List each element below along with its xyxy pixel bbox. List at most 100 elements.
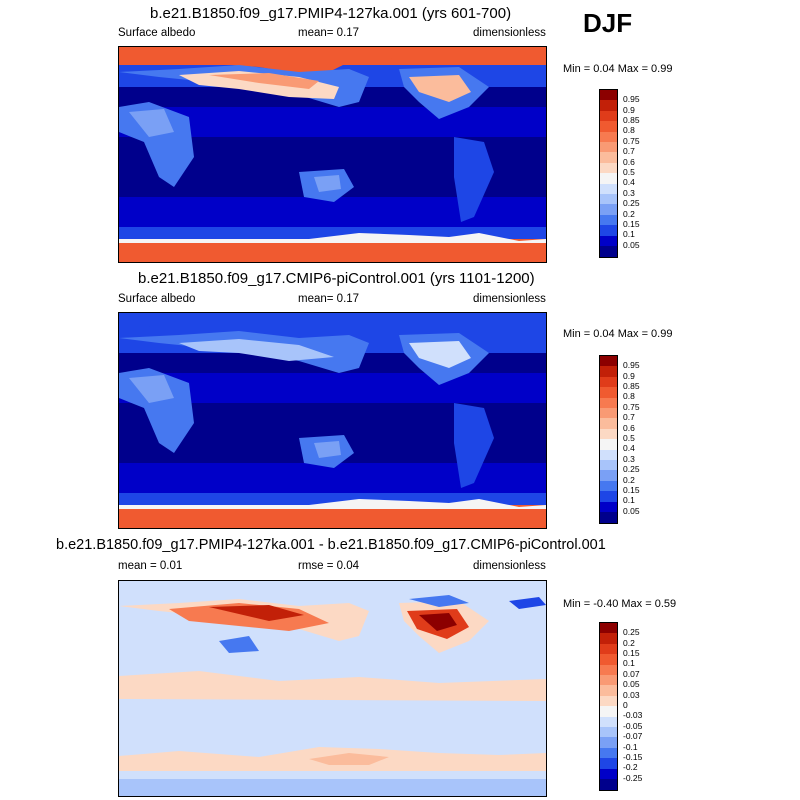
- siberia-snow: [209, 73, 319, 89]
- colorbar-label: 0.8: [623, 391, 635, 402]
- panel-1-variable-label: Surface albedo: [118, 27, 196, 39]
- colorbar-label: 0.95: [623, 360, 640, 371]
- panel-3-title: b.e21.B1850.f09_g17.PMIP4-127ka.001 - b.…: [56, 537, 606, 553]
- colorbar-seg: [600, 121, 617, 133]
- colorbar-label: 0.7: [623, 146, 635, 157]
- colorbar-seg: [600, 408, 617, 419]
- colorbar-label: 0.95: [623, 94, 640, 105]
- panel-3-colorbar-labels: 0.25 0.2 0.15 0.1 0.07 0.05 0.03 0 -0.03…: [623, 622, 663, 792]
- panel-3-colorbar: [599, 622, 618, 791]
- colorbar-seg: [600, 480, 617, 492]
- colorbar-label: 0.03: [623, 689, 640, 700]
- colorbar-label: 0.1: [623, 658, 635, 669]
- colorbar-seg: [600, 737, 617, 749]
- colorbar-seg: [600, 643, 617, 655]
- colorbar-label: 0.2: [623, 474, 635, 485]
- season-label: DJF: [583, 8, 633, 38]
- colorbar-label: 0.6: [623, 422, 635, 433]
- colorbar-label: -0.03: [623, 710, 643, 721]
- colorbar-label: 0.25: [623, 198, 640, 209]
- panel-2-title: b.e21.B1850.f09_g17.CMIP6-piControl.001 …: [138, 270, 535, 287]
- colorbar-label: 0.75: [623, 401, 640, 412]
- colorbar-seg: [600, 183, 617, 195]
- panel-2-colorbar: [599, 355, 618, 524]
- colorbar-seg: [600, 716, 617, 728]
- panel-2-map-svg: [119, 313, 546, 528]
- south-america-land: [454, 137, 494, 222]
- colorbar-label: 0: [623, 700, 628, 710]
- panel-3-map-svg: [119, 581, 546, 796]
- siberia-positive: [209, 605, 304, 621]
- panel-2-mean-label: mean= 0.17: [298, 293, 360, 305]
- colorbar-label: 0.85: [623, 381, 640, 391]
- panel-3-minmax: Min = -0.40 Max = 0.59: [563, 598, 677, 610]
- colorbar-label: 0.5: [623, 433, 635, 443]
- colorbar-label: -0.25: [623, 772, 643, 783]
- colorbar-seg: [600, 356, 617, 367]
- colorbar-label: 0.85: [623, 115, 640, 125]
- colorbar-seg: [600, 100, 617, 112]
- eurasia-positive: [169, 603, 329, 631]
- panel-2-map: [118, 312, 547, 529]
- panel-3-rmse-label: rmse = 0.04: [298, 560, 360, 572]
- colorbar-seg: [600, 512, 617, 523]
- colorbar-label: 0.1: [623, 229, 635, 240]
- panel-1-mean-label: mean= 0.17: [298, 27, 360, 39]
- colorbar-seg: [600, 758, 617, 770]
- colorbar-label: -0.05: [623, 720, 643, 731]
- colorbar-seg: [600, 706, 617, 718]
- colorbar-seg: [600, 376, 617, 388]
- panel-1-units-label: dimensionless: [473, 27, 546, 39]
- panel-3-map: [118, 580, 547, 797]
- colorbar-label: 0.05: [623, 239, 640, 250]
- panel-1-map-svg: [119, 47, 546, 262]
- colorbar-label: -0.2: [623, 762, 638, 773]
- colorbar-seg: [600, 439, 617, 451]
- colorbar-seg: [600, 162, 617, 174]
- north-america-snow: [409, 341, 471, 368]
- colorbar-seg: [600, 695, 617, 707]
- colorbar-seg: [600, 501, 617, 513]
- colorbar-seg: [600, 152, 617, 164]
- colorbar-seg: [600, 194, 617, 205]
- colorbar-seg: [600, 460, 617, 471]
- colorbar-seg: [600, 428, 617, 440]
- colorbar-label: 0.7: [623, 412, 635, 423]
- australia-desert: [314, 175, 341, 192]
- arctic-negative-2: [509, 597, 546, 609]
- colorbar-seg: [600, 173, 617, 185]
- colorbar-seg: [600, 633, 617, 645]
- colorbar-label: 0.75: [623, 135, 640, 146]
- antarctic-coast: [119, 233, 546, 243]
- north-america-max: [419, 613, 457, 631]
- colorbar-label: 0.25: [623, 464, 640, 475]
- colorbar-label: 0.2: [623, 208, 635, 219]
- eurasia-land: [119, 331, 369, 373]
- colorbar-seg: [600, 654, 617, 666]
- panel-3-mean-label: mean = 0.01: [118, 560, 183, 572]
- colorbar-seg: [600, 664, 617, 676]
- colorbar-seg: [600, 623, 617, 634]
- colorbar-seg: [600, 675, 617, 686]
- colorbar-label: 0.9: [623, 104, 635, 115]
- colorbar-seg: [600, 246, 617, 257]
- southern-patch: [309, 753, 389, 765]
- colorbar-seg: [600, 685, 617, 697]
- panel-2-units-label: dimensionless: [473, 293, 546, 305]
- colorbar-label: 0.1: [623, 495, 635, 506]
- panel-2-colorbar-labels: 0.95 0.9 0.85 0.8 0.75 0.7 0.6 0.5 0.4 0…: [623, 355, 663, 525]
- africa-land: [119, 102, 194, 187]
- antarctica-diff: [119, 779, 546, 796]
- panel-1-colorbar: [599, 89, 618, 258]
- colorbar-seg: [600, 747, 617, 759]
- colorbar-label: -0.1: [623, 741, 638, 752]
- colorbar-label: 0.07: [623, 668, 640, 679]
- colorbar-label: 0.8: [623, 125, 635, 136]
- colorbar-label: 0.5: [623, 167, 635, 177]
- colorbar-seg: [600, 470, 617, 482]
- tibet-negative: [219, 636, 259, 653]
- colorbar-seg: [600, 491, 617, 503]
- colorbar-label: 0.15: [623, 648, 640, 658]
- colorbar-label: 0.3: [623, 453, 635, 464]
- colorbar-label: -0.07: [623, 731, 643, 742]
